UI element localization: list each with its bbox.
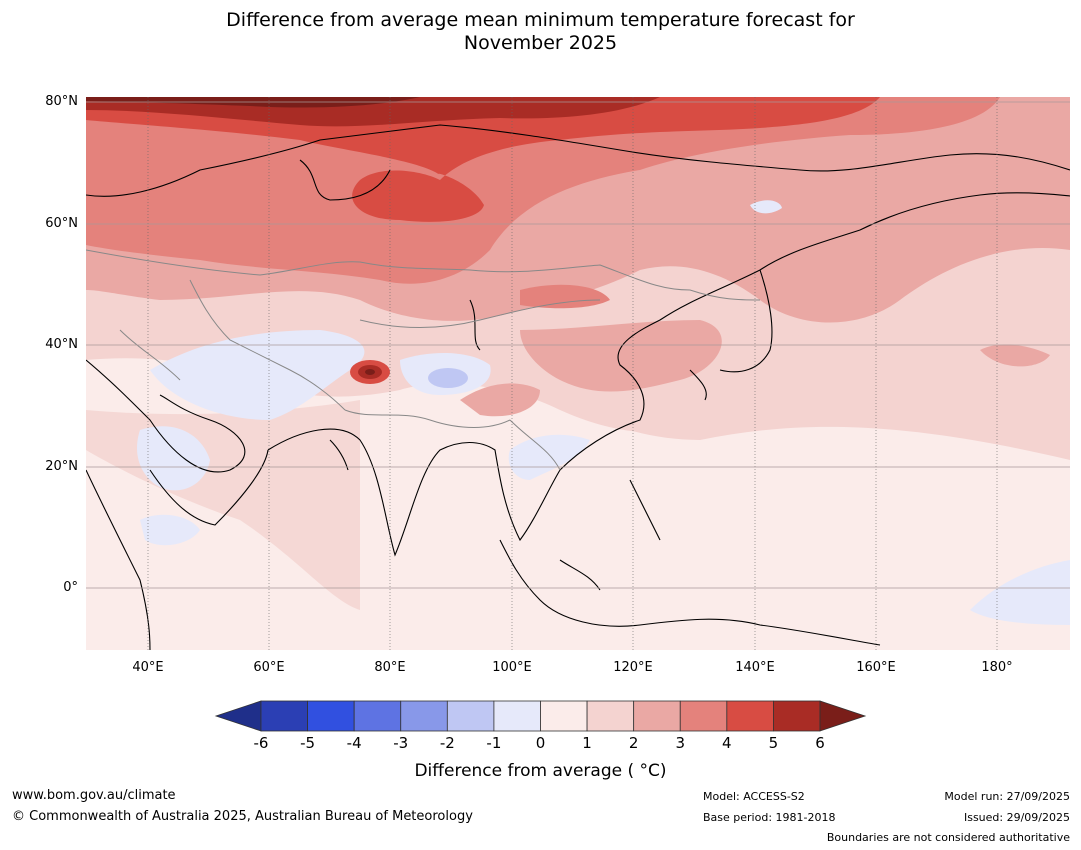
lat-label-40n: 40°N xyxy=(45,337,78,352)
colorbar-bin--3-to--2 xyxy=(400,700,448,732)
colorbar-tick-label: 5 xyxy=(768,734,779,752)
colorbar-bin--4-to--3 xyxy=(353,700,402,732)
lon-label-120e: 120°E xyxy=(613,660,653,675)
colorbar-bin-5-to-6 xyxy=(773,700,821,732)
colorbar-tick-label: 6 xyxy=(815,734,825,752)
lon-label-40e: 40°E xyxy=(132,660,164,675)
anomaly-neg-arabia xyxy=(137,426,210,491)
copyright-text: © Commonwealth of Australia 2025, Austra… xyxy=(12,809,473,824)
chart-title: Difference from average mean minimum tem… xyxy=(0,9,1081,55)
lon-label-100e: 100°E xyxy=(492,660,532,675)
colorbar-tick-label: 3 xyxy=(675,734,686,752)
colorbar-tick-label: -6 xyxy=(253,734,269,752)
anomaly-2to3-pacific xyxy=(980,344,1050,367)
colorbar-tick-label: 4 xyxy=(722,734,732,752)
colorbar-bin-1-to-2 xyxy=(586,700,635,732)
issued-date: Issued: 29/09/2025 xyxy=(963,811,1070,824)
colorbar-bin--6-to--5 xyxy=(260,700,308,732)
anomaly-neg-pacific xyxy=(970,560,1070,625)
website-link[interactable]: www.bom.gov.au/climate xyxy=(12,788,176,803)
lat-label-60n: 60°N xyxy=(45,216,78,231)
lon-label-60e: 60°E xyxy=(253,660,285,675)
lon-label-160e: 160°E xyxy=(856,660,896,675)
colorbar-bin-0-to-1 xyxy=(540,700,588,732)
title-line-2: November 2025 xyxy=(463,32,618,54)
anomaly-neg-iran xyxy=(150,330,365,420)
colorbar-tick-label: -3 xyxy=(393,734,409,752)
model-name: Model: ACCESS-S2 xyxy=(703,790,805,803)
anomaly-neg-siberia xyxy=(750,200,782,214)
colorbar-bin-4-to-5 xyxy=(726,700,774,732)
colorbar-label: Difference from average ( °C) xyxy=(414,761,667,781)
anomaly-neg-horn xyxy=(140,514,200,546)
anomaly-2to3-tibet xyxy=(460,383,540,417)
anomaly-3to4-mongolia xyxy=(520,284,610,309)
anomaly-neg2-tibet xyxy=(428,368,468,388)
title-line-1: Difference from average mean minimum tem… xyxy=(226,9,855,31)
boundaries-disclaimer: Boundaries are not considered authoritat… xyxy=(826,831,1070,844)
base-period: Base period: 1981-2018 xyxy=(703,811,836,824)
colorbar-bin--2-to--1 xyxy=(446,700,495,732)
colorbar-tick-label: -4 xyxy=(346,734,362,752)
colorbar-bin-2-to-3 xyxy=(633,700,681,732)
lat-label-80n: 80°N xyxy=(45,94,78,109)
meridian-gridlines xyxy=(147,97,998,650)
colorbar-tick-label: -5 xyxy=(300,734,316,752)
lon-label-180: 180° xyxy=(981,660,1013,675)
coastlines xyxy=(86,124,1070,650)
parallel-gridlines xyxy=(86,101,1070,589)
colorbar-tick-label: -2 xyxy=(439,734,455,752)
colorbar-tick-label: 1 xyxy=(582,734,592,752)
country-boundaries xyxy=(86,249,761,471)
colorbar-extend-high xyxy=(819,700,867,732)
colorbar-tick-label: 0 xyxy=(535,734,546,752)
colorbar-bin--1-to-0 xyxy=(493,700,541,732)
anomaly-4to5-arctic xyxy=(86,97,880,222)
colorbar-tick-label: -1 xyxy=(486,734,502,752)
lat-label-0: 0° xyxy=(63,580,78,595)
colorbar-tick-label: 2 xyxy=(628,734,639,752)
colorbar-bin-3-to-4 xyxy=(679,700,728,732)
lon-label-80e: 80°E xyxy=(374,660,406,675)
lon-label-140e: 140°E xyxy=(735,660,775,675)
colorbar-extend-low xyxy=(214,700,262,732)
anomaly-hotspot-core xyxy=(365,369,375,375)
colorbar-bin--5-to--4 xyxy=(307,700,355,732)
anomaly-3to4-arctic xyxy=(86,97,1000,284)
anomaly-neg-indochina xyxy=(508,434,590,480)
lat-label-20n: 20°N xyxy=(45,459,78,474)
anomaly-2to3-china xyxy=(520,320,722,392)
model-run: Model run: 27/09/2025 xyxy=(944,790,1070,803)
